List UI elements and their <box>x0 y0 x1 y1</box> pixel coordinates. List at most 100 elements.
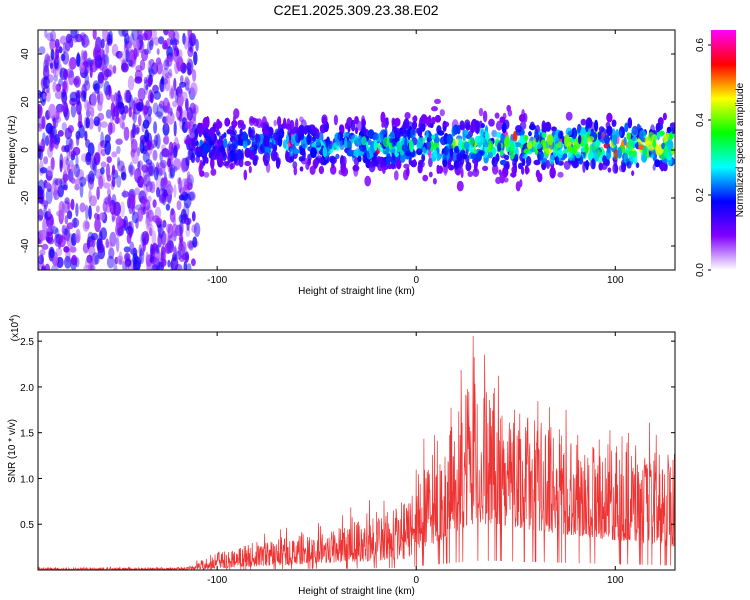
heatmap-cell <box>310 147 317 159</box>
heatmap-cell <box>655 144 659 155</box>
x-axis-label: Height of straight line (km) <box>298 586 415 597</box>
heatmap-cell <box>144 129 150 143</box>
heatmap-cell <box>43 204 47 219</box>
heatmap-cell <box>580 118 587 126</box>
heatmap-cell <box>88 170 95 185</box>
heatmap-cell <box>84 73 90 86</box>
heatmap-cell <box>56 256 64 269</box>
heatmap-cell <box>111 176 116 188</box>
heatmap-cell <box>627 138 634 151</box>
heatmap-cell <box>47 208 52 218</box>
heatmap-cell <box>168 172 173 179</box>
heatmap-cell <box>156 61 163 75</box>
heatmap-cell <box>241 132 249 141</box>
x-tick-label: -100 <box>207 275 227 286</box>
heatmap-cell <box>113 262 118 270</box>
heatmap-cell <box>521 166 525 175</box>
heatmap-cell <box>69 138 74 150</box>
heatmap-cell <box>519 179 523 188</box>
heatmap-cell <box>118 251 123 264</box>
heatmap-cell <box>248 126 252 138</box>
heatmap-cell <box>131 139 138 153</box>
heatmap-cell <box>147 165 155 176</box>
heatmap-cell <box>151 264 159 270</box>
heatmap-cell <box>293 166 298 176</box>
heatmap-cell <box>607 167 612 173</box>
heatmap-cell <box>390 131 395 140</box>
heatmap-cell <box>173 145 178 159</box>
heatmap-cell <box>123 189 126 199</box>
heatmap-cell <box>621 162 627 173</box>
heatmap-cell <box>123 126 130 141</box>
heatmap-cell <box>290 155 295 163</box>
heatmap-cell <box>503 177 509 183</box>
heatmap-cell <box>148 162 156 177</box>
heatmap-cell <box>434 115 441 123</box>
heatmap-cell <box>337 131 344 141</box>
heatmap-cell <box>454 146 460 153</box>
heatmap-cell <box>41 243 49 250</box>
heatmap-cell <box>227 154 231 164</box>
heatmap-cell <box>333 141 338 149</box>
heatmap-cell <box>107 188 111 197</box>
heatmap-cell <box>166 158 172 168</box>
colorbar-tick-label: 0.2 <box>695 188 706 202</box>
heatmap-cell <box>314 127 318 134</box>
heatmap-cell <box>146 223 154 233</box>
heatmap-cell <box>277 116 282 127</box>
heatmap-cell <box>187 191 195 201</box>
heatmap-cell <box>309 165 316 175</box>
heatmap-cell <box>417 127 423 137</box>
heatmap-cell <box>504 136 510 148</box>
heatmap-cell <box>669 122 675 129</box>
heatmap-cell <box>499 116 506 124</box>
heatmap-cell <box>666 139 674 150</box>
heatmap-cell <box>88 189 92 202</box>
heatmap-cell <box>282 139 287 149</box>
heatmap-cell <box>84 99 90 111</box>
heatmap-cell <box>46 213 54 229</box>
heatmap-cell <box>449 149 454 157</box>
heatmap-cell <box>580 135 585 146</box>
heatmap-cell <box>622 152 628 161</box>
heatmap-cell <box>139 249 145 264</box>
heatmap-cell <box>514 153 519 162</box>
heatmap-cell <box>666 126 672 134</box>
heatmap-cell <box>467 171 474 177</box>
heatmap-cell <box>313 159 319 168</box>
heatmap-cell <box>100 131 104 147</box>
heatmap-cell <box>115 138 123 145</box>
heatmap-cell <box>346 149 354 157</box>
heatmap-cell <box>62 80 67 92</box>
heatmap-cell <box>318 165 324 175</box>
heatmap-cell <box>465 154 470 164</box>
heatmap-cell <box>150 37 154 47</box>
heatmap-cell <box>38 123 43 132</box>
heatmap-cell <box>133 48 138 60</box>
heatmap-cell <box>562 153 568 159</box>
heatmap-cell <box>133 256 142 270</box>
heatmap-cell <box>658 130 665 136</box>
heatmap-cell <box>257 145 265 155</box>
heatmap-cell <box>130 248 138 256</box>
heatmap-cell <box>99 212 106 221</box>
heatmap-cell <box>41 115 46 130</box>
heatmap-cell <box>116 255 124 265</box>
heatmap-cell <box>54 136 59 150</box>
heatmap-cell <box>381 122 385 128</box>
heatmap-cell <box>191 224 197 234</box>
heatmap-cell <box>191 258 196 267</box>
heatmap-cell <box>147 140 152 151</box>
heatmap-cell <box>105 241 113 248</box>
heatmap-cell <box>69 246 77 253</box>
heatmap-cell <box>103 182 111 189</box>
heatmap-cell <box>205 116 210 128</box>
heatmap-cell <box>322 146 327 158</box>
heatmap-cell <box>535 124 540 134</box>
heatmap-cell <box>116 225 123 236</box>
heatmap-cell <box>391 138 396 148</box>
heatmap-cell <box>94 152 101 166</box>
heatmap-cell <box>177 49 183 59</box>
heatmap-cell <box>49 38 56 49</box>
heatmap-cell <box>79 182 84 198</box>
